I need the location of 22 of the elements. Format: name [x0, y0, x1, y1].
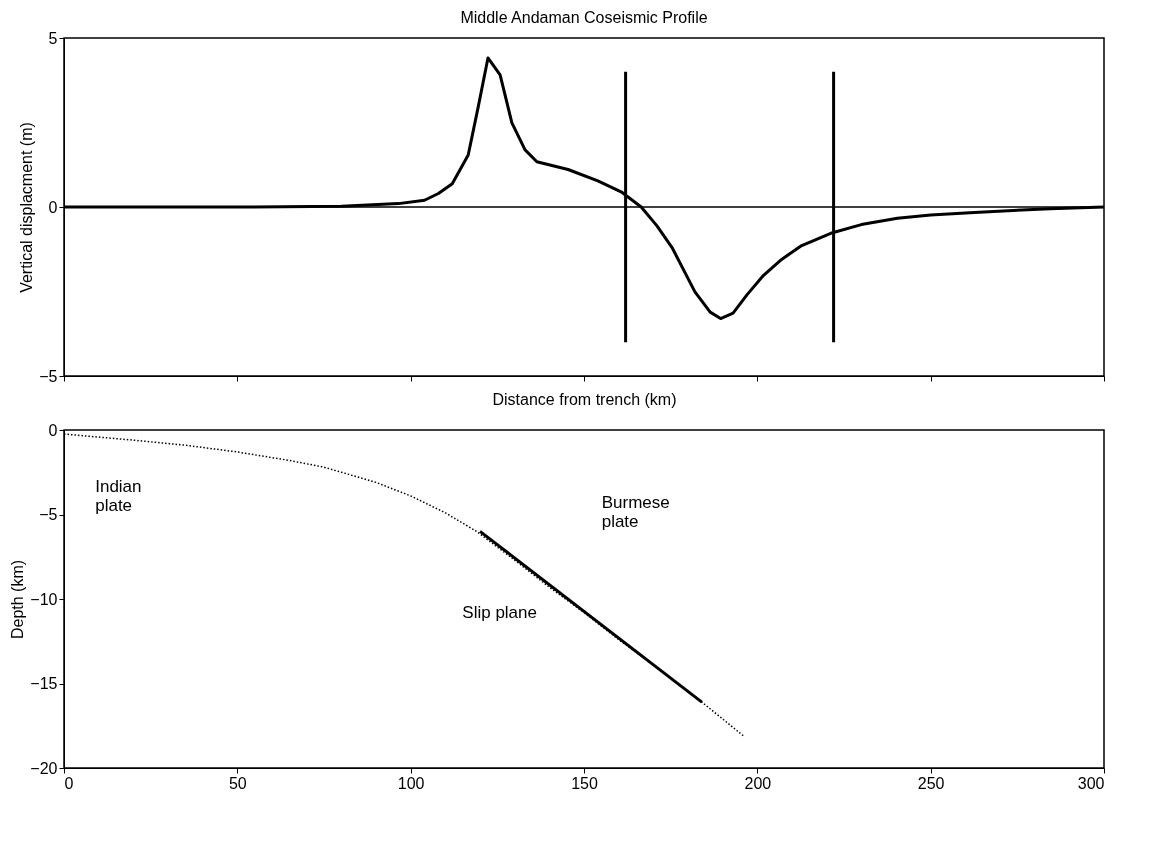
- x-axis-title: Distance from trench (km): [492, 391, 677, 408]
- y-tick-label: 0: [48, 421, 58, 439]
- annotation: Burmese plate: [601, 492, 670, 531]
- x-tick-label: 200: [744, 774, 772, 792]
- y-tick-label: −15: [30, 675, 58, 692]
- x-tick-label: 50: [228, 774, 247, 792]
- x-tick-label: 250: [917, 774, 945, 792]
- x-tick-label: 0: [64, 774, 74, 792]
- y-tick-label: −5: [39, 506, 58, 523]
- annotation: Slip plane: [462, 602, 537, 622]
- x-tick-label: 300: [1077, 774, 1105, 792]
- y-axis-title: Depth (km): [9, 559, 27, 640]
- x-tick-label: 100: [397, 774, 425, 792]
- y-axis-title: Vertical displacment (m): [18, 122, 36, 293]
- y-tick-label: −20: [30, 759, 58, 777]
- chart-title: Middle Andaman Coseismic Profile: [460, 9, 708, 26]
- y-tick-label: 0: [48, 198, 58, 216]
- y-tick-label: −10: [30, 590, 58, 608]
- annotation: Indian plate: [95, 477, 142, 516]
- x-tick-label: 150: [571, 774, 598, 792]
- y-tick-label: 5: [48, 29, 58, 47]
- y-tick-label: −5: [39, 367, 58, 385]
